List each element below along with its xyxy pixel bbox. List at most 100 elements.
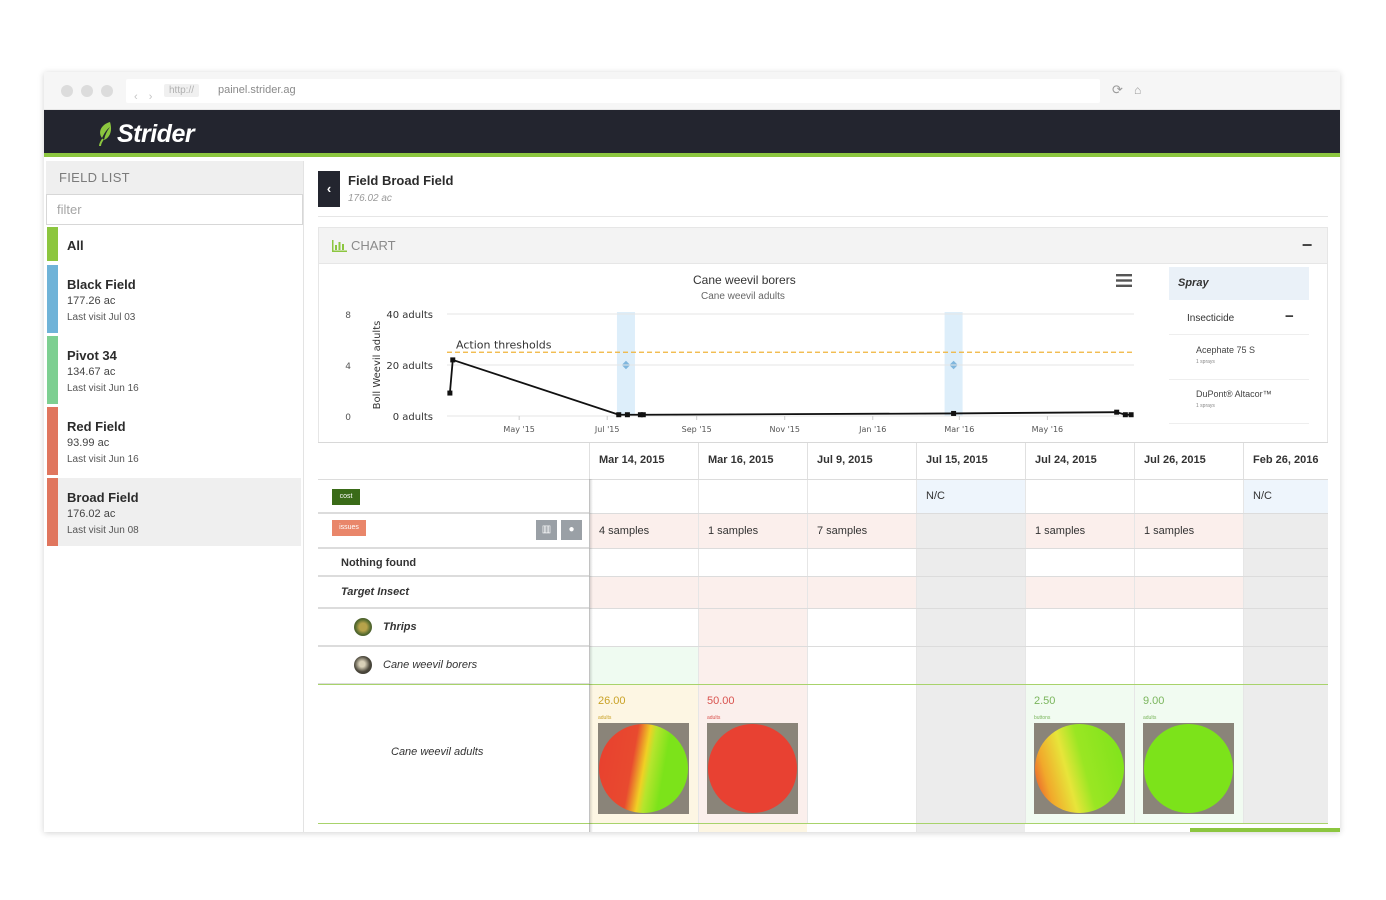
- grid-cell[interactable]: [1025, 549, 1134, 576]
- grid-cell[interactable]: [916, 647, 1025, 684]
- field-item-pivot-34[interactable]: Pivot 34 134.67 ac Last visit Jun 16: [47, 336, 301, 404]
- grid-cell[interactable]: [698, 549, 807, 576]
- grid-cell[interactable]: [1134, 647, 1243, 684]
- grid-cell[interactable]: [1025, 577, 1134, 608]
- grid-cell[interactable]: [1243, 609, 1328, 646]
- field-list-title: FIELD LIST: [46, 161, 303, 194]
- map-view-button[interactable]: ●: [561, 520, 582, 540]
- grid-cell[interactable]: [916, 549, 1025, 576]
- chart: 0 adults 20 adults 40 adults 0 4 8 Boll Weevil…: [345, 310, 1134, 434]
- window-close-dot[interactable]: [61, 85, 73, 97]
- legend-collapse-icon[interactable]: −: [1285, 308, 1294, 325]
- grid-cell[interactable]: [698, 577, 807, 608]
- measure-cell[interactable]: [916, 685, 1025, 823]
- measure-cell[interactable]: 9.00 adults: [1134, 685, 1243, 823]
- address-bar[interactable]: ‹ › http:// painel.strider.ag: [126, 79, 1100, 103]
- chart-view-button[interactable]: ▥: [536, 520, 557, 540]
- measure-cell[interactable]: 2.50 buttons: [1025, 685, 1134, 823]
- issues-cell[interactable]: 4 samples: [589, 514, 698, 548]
- issues-cell[interactable]: 1 samples: [698, 514, 807, 548]
- back-button[interactable]: ‹: [318, 171, 340, 207]
- field-item-broad-field[interactable]: Broad Field 176.02 ac Last visit Jun 08: [47, 478, 301, 546]
- issues-cell[interactable]: 7 samples: [807, 514, 916, 548]
- grid-cell[interactable]: [589, 647, 698, 684]
- field-name: All: [67, 238, 84, 253]
- collapse-button[interactable]: −: [1301, 235, 1313, 255]
- issues-cell[interactable]: 1 samples: [1134, 514, 1243, 548]
- cane-weevil-row-label[interactable]: Cane weevil borers: [318, 647, 589, 684]
- grid-cell[interactable]: [807, 577, 916, 608]
- x-tick-label: Nov '15: [769, 425, 800, 434]
- grid-cell[interactable]: [589, 577, 698, 608]
- legend-group-insecticide[interactable]: Insecticide −: [1169, 305, 1309, 335]
- cost-cell[interactable]: [807, 480, 916, 513]
- field-area: 93.99 ac: [67, 437, 110, 449]
- grid-cell[interactable]: [698, 647, 807, 684]
- grid-cell[interactable]: [807, 549, 916, 576]
- cost-cell[interactable]: [698, 480, 807, 513]
- grid-cell[interactable]: [698, 609, 807, 646]
- heatmap-image[interactable]: [707, 723, 798, 814]
- grid-cell[interactable]: [916, 609, 1025, 646]
- measure-cell[interactable]: [807, 685, 916, 823]
- heatmap-image[interactable]: [1034, 723, 1125, 814]
- issues-value: 1 samples: [1035, 525, 1086, 537]
- grid-cell[interactable]: [1025, 647, 1134, 684]
- measure-cell[interactable]: 26.00 adults: [589, 685, 698, 823]
- grid-cell[interactable]: [807, 647, 916, 684]
- grid-cell[interactable]: [589, 549, 698, 576]
- issues-cell[interactable]: [1243, 514, 1328, 548]
- thrips-row-label[interactable]: Thrips: [318, 609, 589, 646]
- heatmap-disc: [708, 724, 797, 813]
- cost-cell[interactable]: N/C: [1243, 480, 1328, 513]
- grid-cell[interactable]: [1025, 609, 1134, 646]
- field-last-visit: Last visit Jun 16: [67, 454, 139, 465]
- legend-item[interactable]: Acephate 75 S 1 sprays: [1169, 337, 1309, 380]
- heatmap-image[interactable]: [598, 723, 689, 814]
- field-item-black-field[interactable]: Black Field 177.26 ac Last visit Jul 03: [47, 265, 301, 333]
- grid-cell[interactable]: [1134, 609, 1243, 646]
- date-column-header[interactable]: Mar 14, 2015: [589, 443, 698, 479]
- cost-cell[interactable]: [589, 480, 698, 513]
- home-icon[interactable]: ⌂: [1134, 83, 1142, 97]
- grid-cell[interactable]: [589, 609, 698, 646]
- window-minimize-dot[interactable]: [81, 85, 93, 97]
- scroll-indicator[interactable]: [1190, 828, 1340, 832]
- thrips-label: Thrips: [383, 621, 417, 633]
- cost-cell[interactable]: N/C: [916, 480, 1025, 513]
- strider-logo[interactable]: Strider: [96, 119, 195, 149]
- measure-cell[interactable]: [1243, 685, 1328, 823]
- field-item-all[interactable]: All: [47, 227, 301, 261]
- reload-icon[interactable]: ⟳: [1112, 82, 1123, 97]
- date-column-header[interactable]: Jul 26, 2015: [1134, 443, 1243, 479]
- issues-value: 1 samples: [1144, 525, 1195, 537]
- chart-menu-icon[interactable]: [1116, 274, 1132, 287]
- cost-cell[interactable]: [1025, 480, 1134, 513]
- heatmap-image[interactable]: [1143, 723, 1234, 814]
- legend-item[interactable]: DuPont® Altacor™ 1 sprays: [1169, 381, 1309, 424]
- cost-cell[interactable]: [1134, 480, 1243, 513]
- date-column-header[interactable]: Jul 24, 2015: [1025, 443, 1134, 479]
- divider: [318, 513, 1328, 514]
- grid-cell[interactable]: [807, 609, 916, 646]
- grid-cell[interactable]: [1243, 549, 1328, 576]
- grid-cell[interactable]: [1134, 549, 1243, 576]
- window-maximize-dot[interactable]: [101, 85, 113, 97]
- issues-cell[interactable]: 1 samples: [1025, 514, 1134, 548]
- back-forward-arrows-icon[interactable]: ‹ ›: [134, 91, 157, 103]
- url-text[interactable]: painel.strider.ag: [218, 84, 296, 96]
- grid-cell[interactable]: [916, 577, 1025, 608]
- grid-cell[interactable]: [1134, 577, 1243, 608]
- date-column-header[interactable]: Mar 16, 2015: [698, 443, 807, 479]
- issues-cell[interactable]: [916, 514, 1025, 548]
- grid-cell[interactable]: [1243, 647, 1328, 684]
- date-column-header[interactable]: Jul 9, 2015: [807, 443, 916, 479]
- field-name: Black Field: [67, 277, 136, 292]
- date-column-header[interactable]: Jul 15, 2015: [916, 443, 1025, 479]
- grid-cell[interactable]: [1243, 577, 1328, 608]
- field-item-red-field[interactable]: Red Field 93.99 ac Last visit Jun 16: [47, 407, 301, 475]
- chart-panel-header[interactable]: CHART −: [318, 227, 1328, 264]
- date-column-header[interactable]: Feb 26, 2016: [1243, 443, 1328, 479]
- filter-input[interactable]: [46, 194, 303, 225]
- measure-cell[interactable]: 50.00 adults: [698, 685, 807, 823]
